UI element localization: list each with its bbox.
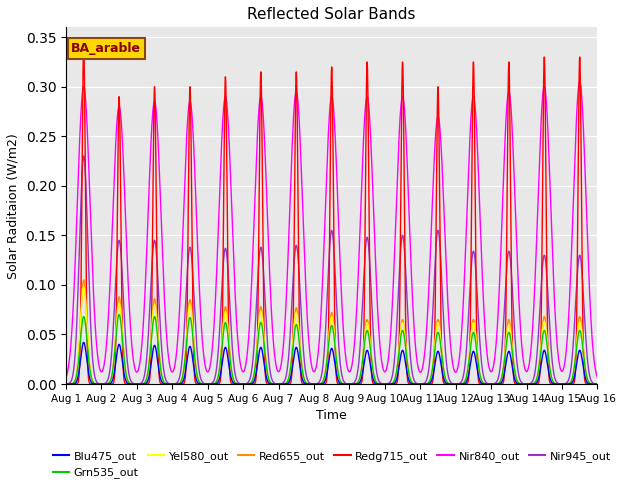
Text: BA_arable: BA_arable (71, 42, 141, 55)
Title: Reflected Solar Bands: Reflected Solar Bands (248, 7, 416, 22)
Legend: Blu475_out, Grn535_out, Yel580_out, Red655_out, Redg715_out, Nir840_out, Nir945_: Blu475_out, Grn535_out, Yel580_out, Red6… (48, 446, 615, 480)
Y-axis label: Solar Raditaion (W/m2): Solar Raditaion (W/m2) (7, 133, 20, 278)
X-axis label: Time: Time (316, 409, 347, 422)
